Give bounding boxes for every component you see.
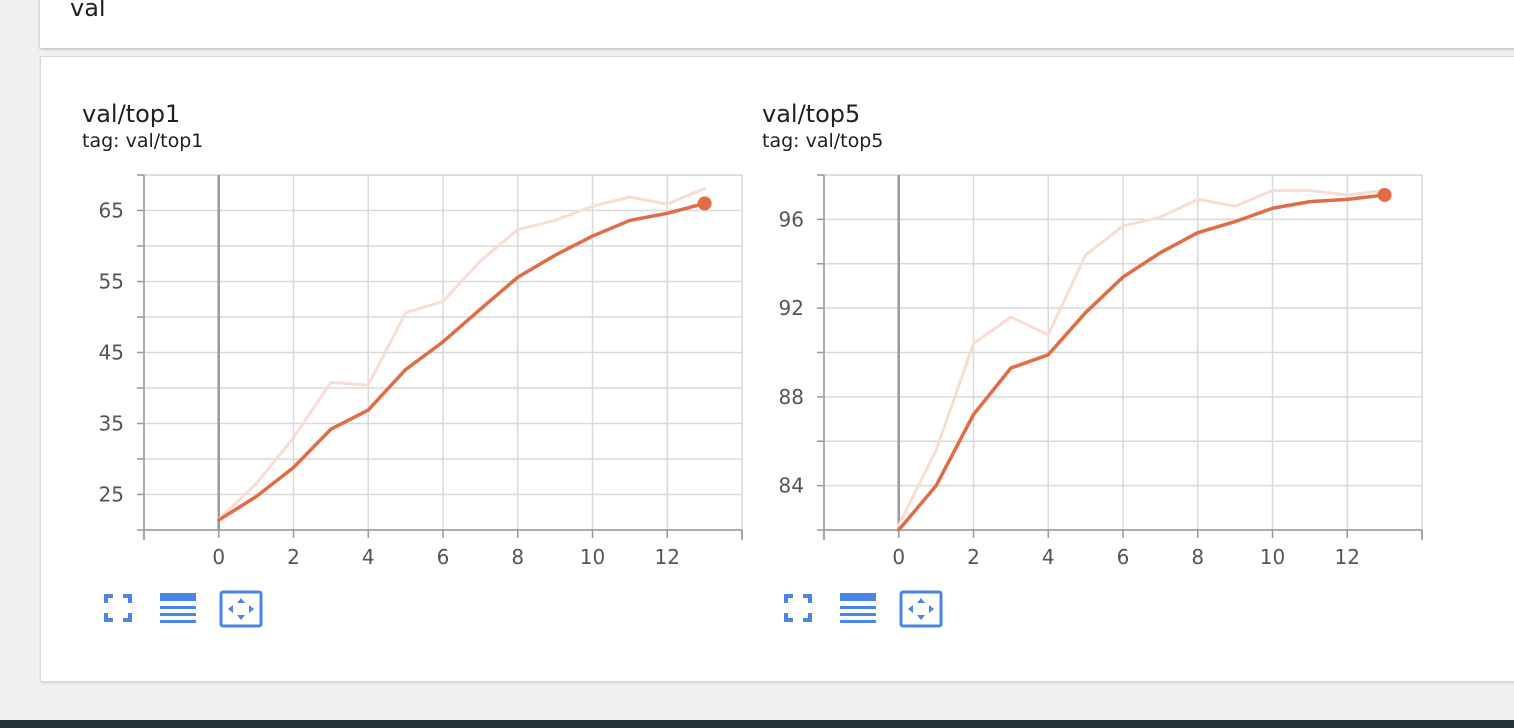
y-tick-label: 84	[779, 474, 804, 498]
fullscreen-button[interactable]	[98, 590, 138, 626]
x-tick-label: 10	[1260, 545, 1285, 569]
x-tick-label: 0	[892, 545, 905, 569]
last-point-marker	[1377, 187, 1392, 202]
os-taskbar-edge	[0, 720, 1514, 728]
line-chart-plot[interactable]: 25 35 45 55 65 0 2 4 6 8 10 12	[82, 160, 752, 580]
chart-card-val-top5: val/top5 tag: val/top5 84 88 92 96 0 2 4 6 8 10 12	[762, 100, 1432, 640]
fit-domain-button[interactable]	[218, 590, 264, 628]
fit-domain-button[interactable]	[898, 590, 944, 628]
smoothed-series-line	[897, 193, 1387, 532]
x-tick-label: 4	[1042, 545, 1055, 569]
y-tick-label: 25	[99, 483, 124, 507]
x-tick-label: 8	[1191, 545, 1204, 569]
last-point-marker	[697, 196, 712, 211]
x-tick-label: 6	[437, 545, 450, 569]
chart-title: val/top1	[82, 100, 181, 128]
x-tick-label: 8	[511, 545, 524, 569]
y-tick-label: 92	[779, 296, 804, 320]
y-tick-label: 65	[99, 199, 124, 223]
group-header-card[interactable]: val	[40, 0, 1514, 48]
show-data-table-button[interactable]	[838, 590, 878, 626]
chart-group-card	[40, 56, 1514, 682]
x-tick-label: 4	[362, 545, 375, 569]
fullscreen-button[interactable]	[778, 590, 818, 626]
raw-series-line	[217, 186, 707, 521]
y-tick-label: 45	[99, 341, 124, 365]
y-tick-label: 55	[99, 270, 124, 294]
fullscreen-icon	[104, 594, 132, 622]
chart-tag: tag: val/top5	[762, 130, 884, 152]
fullscreen-icon	[784, 594, 812, 622]
y-tick-label: 96	[779, 207, 804, 231]
chart-card-val-top1: val/top1 tag: val/top1 25 35 45 55 65 0 2 4 6 8 10…	[82, 100, 752, 640]
data-table-icon	[840, 593, 876, 623]
chart-tag: tag: val/top1	[82, 130, 204, 152]
y-tick-label: 88	[779, 385, 804, 409]
fit-domain-icon	[219, 590, 263, 628]
show-data-table-button[interactable]	[158, 590, 198, 626]
x-tick-label: 6	[1117, 545, 1130, 569]
data-table-icon	[160, 593, 196, 623]
x-tick-label: 12	[655, 545, 680, 569]
x-tick-label: 12	[1335, 545, 1360, 569]
x-tick-label: 10	[580, 545, 605, 569]
group-title: val	[70, 0, 106, 22]
x-tick-label: 2	[967, 545, 980, 569]
line-chart-plot[interactable]: 84 88 92 96 0 2 4 6 8 10 12	[762, 160, 1432, 580]
raw-series-line	[897, 189, 1387, 528]
chart-title: val/top5	[762, 100, 861, 128]
y-tick-label: 35	[99, 412, 124, 436]
smoothed-series-line	[217, 201, 707, 522]
x-tick-label: 0	[212, 545, 225, 569]
x-tick-label: 2	[287, 545, 300, 569]
fit-domain-icon	[899, 590, 943, 628]
